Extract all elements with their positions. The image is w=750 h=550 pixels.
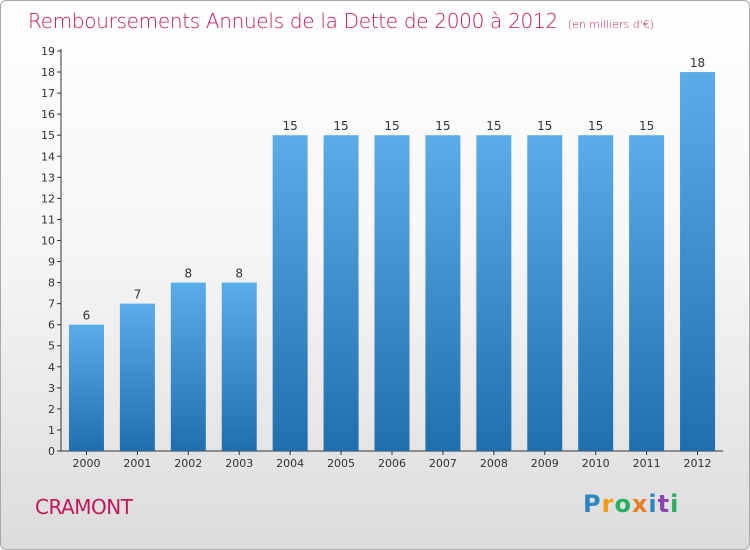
bar-value-label: 15 (435, 119, 450, 133)
bar-value-label: 15 (588, 119, 603, 133)
x-tick-label: 2006 (378, 457, 406, 470)
bar-value-label: 15 (486, 119, 501, 133)
bar-value-label: 15 (333, 119, 348, 133)
logo-letter: o (614, 490, 632, 518)
y-tick-label: 1 (48, 424, 55, 437)
bar (119, 303, 155, 451)
y-tick-label: 18 (41, 66, 55, 79)
y-tick-label: 15 (41, 129, 55, 142)
y-tick-label: 2 (48, 403, 55, 416)
logo-letter: i (670, 490, 680, 518)
x-tick-label: 2009 (531, 457, 559, 470)
x-tick-label: 2011 (633, 457, 661, 470)
y-tick-label: 6 (48, 319, 55, 332)
x-tick-label: 2003 (225, 457, 253, 470)
y-tick-label: 3 (48, 382, 55, 395)
y-tick-label: 8 (48, 277, 55, 290)
bar-value-label: 15 (283, 119, 298, 133)
place-name: CRAMONT (35, 495, 133, 519)
x-tick-label: 2002 (174, 457, 202, 470)
logo-letter: P (583, 490, 602, 518)
bar-value-label: 8 (235, 267, 243, 281)
logo-letter: i (648, 490, 658, 518)
logo-letter: r (601, 490, 615, 518)
chart-unit-text: (en milliers d'€) (567, 18, 655, 31)
bar (374, 135, 410, 452)
x-tick-label: 2001 (123, 457, 151, 470)
y-tick-label: 12 (41, 192, 55, 205)
bar (527, 135, 563, 452)
chart-bars (68, 72, 716, 452)
bar-value-label: 15 (639, 119, 654, 133)
bar (170, 282, 206, 451)
bar (68, 324, 104, 451)
x-tick-label: 2004 (276, 457, 304, 470)
bar (629, 135, 665, 452)
bar (272, 135, 308, 452)
y-tick-label: 17 (41, 87, 55, 100)
chart-labels: 6 2000 7 2001 8 2002 8 2003 15 2004 15 2005 15 2006 15… (72, 56, 711, 470)
x-tick-label: 2010 (582, 457, 610, 470)
bar (221, 282, 257, 451)
x-tick-label: 2000 (72, 457, 100, 470)
y-tick-label: 9 (48, 256, 55, 269)
bar-value-label: 6 (83, 309, 91, 323)
logo-letter: t (657, 490, 671, 518)
chart-title-text: Remboursements Annuels de la Dette de 20… (28, 9, 558, 33)
bar-value-label: 8 (184, 267, 192, 281)
chart-title: Remboursements Annuels de la Dette de 20… (28, 9, 654, 33)
y-tick-label: 0 (48, 445, 55, 458)
bar-value-label: 15 (537, 119, 552, 133)
proxiti-logo[interactable]: Proxiti (583, 490, 679, 518)
bar (578, 135, 614, 452)
x-tick-label: 2007 (429, 457, 457, 470)
y-tick-label: 16 (41, 108, 55, 121)
bar-value-label: 18 (690, 56, 705, 70)
x-tick-label: 2008 (480, 457, 508, 470)
y-tick-label: 10 (41, 234, 55, 247)
y-tick-label: 19 (41, 45, 55, 58)
bar (476, 135, 512, 452)
y-tick-label: 7 (48, 298, 55, 311)
bar (680, 72, 716, 451)
y-tick-label: 4 (48, 361, 55, 374)
bar (323, 135, 359, 452)
bar-value-label: 15 (384, 119, 399, 133)
bar (425, 135, 461, 452)
bar-value-label: 7 (134, 288, 142, 302)
y-tick-label: 13 (41, 171, 55, 184)
y-tick-label: 11 (41, 213, 55, 226)
x-tick-label: 2005 (327, 457, 355, 470)
y-tick-label: 5 (48, 340, 55, 353)
logo-letter: x (631, 490, 649, 518)
x-tick-label: 2012 (684, 457, 712, 470)
y-tick-label: 14 (41, 150, 55, 163)
